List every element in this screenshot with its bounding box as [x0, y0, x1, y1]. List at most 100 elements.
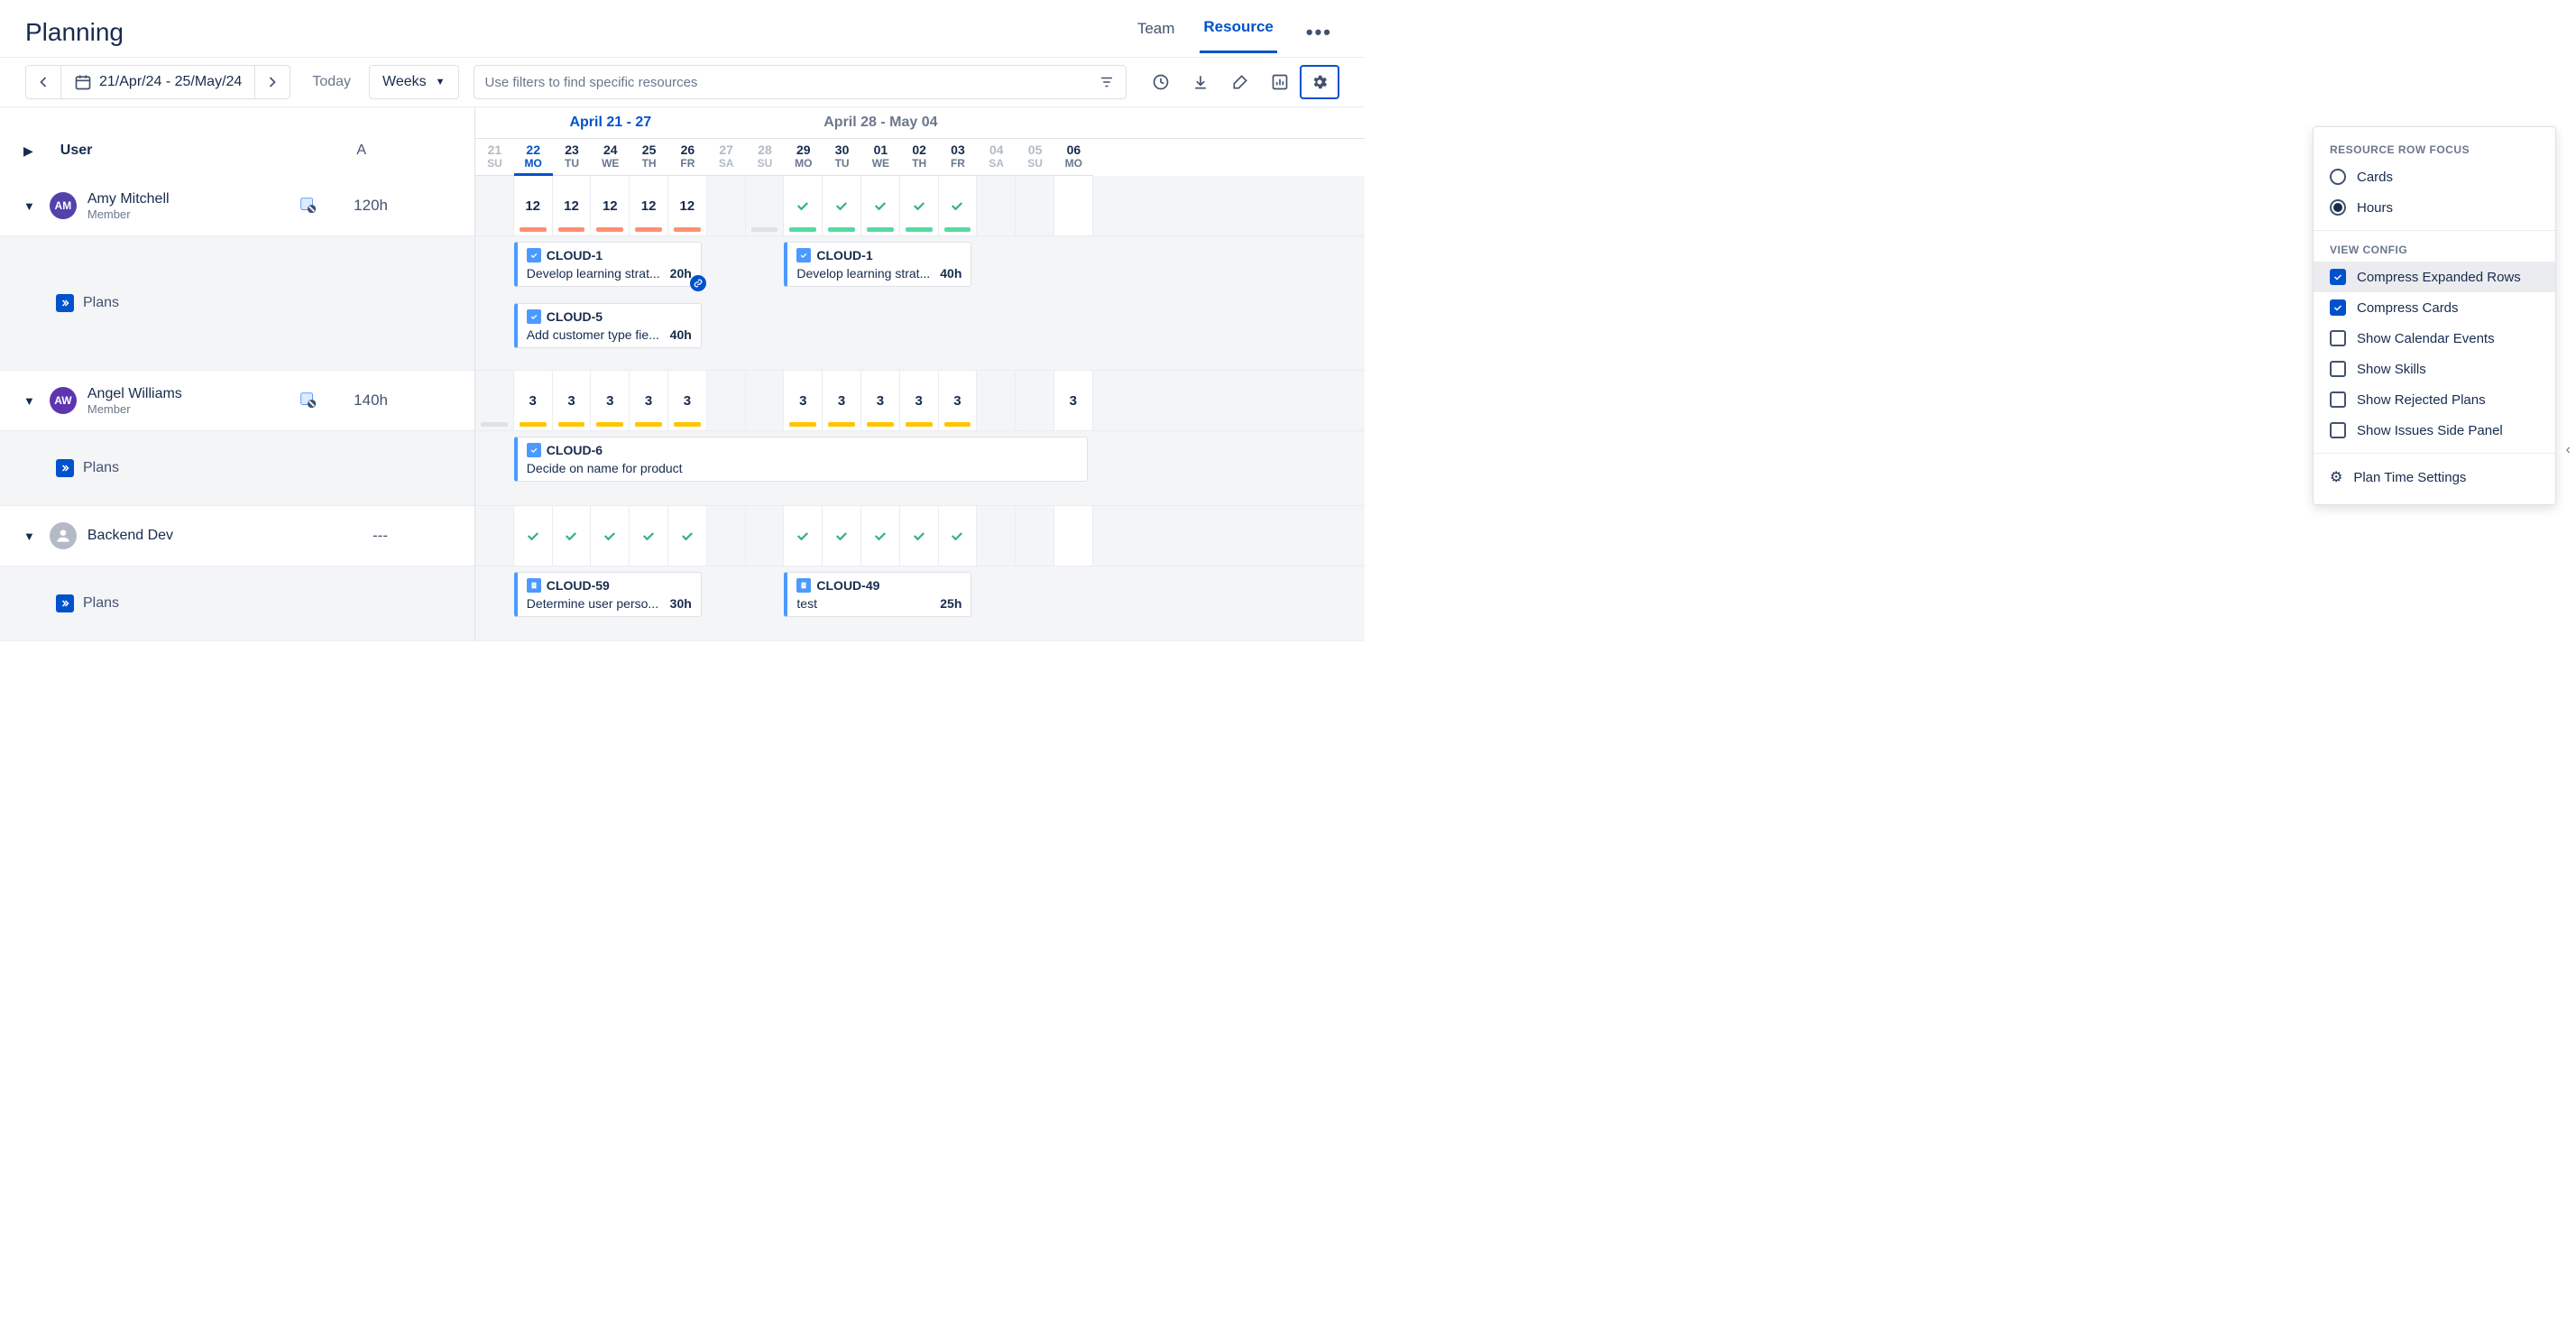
clock-icon: [1152, 73, 1170, 91]
view-mode-button[interactable]: Weeks ▼: [369, 65, 459, 99]
view-checkbox[interactable]: Show Skills: [2314, 354, 2555, 384]
settings-popover: RESOURCE ROW FOCUS CardsHours VIEW CONFI…: [2313, 126, 2556, 505]
capacity-cell[interactable]: [977, 176, 1016, 235]
plan-card[interactable]: CLOUD-1Develop learning strat...20h: [514, 242, 702, 287]
expand-caret-icon[interactable]: ▼: [23, 529, 35, 543]
chart-icon: [1271, 73, 1289, 91]
collapse-side-button[interactable]: ‹: [2566, 442, 2571, 458]
capacity-cell[interactable]: [861, 176, 900, 235]
capacity-cell[interactable]: 12: [514, 176, 553, 235]
focus-radio-cards[interactable]: Cards: [2314, 161, 2555, 192]
more-icon[interactable]: •••: [1299, 17, 1339, 48]
expand-caret-icon[interactable]: ▼: [23, 199, 35, 213]
capacity-cell[interactable]: [977, 371, 1016, 430]
capacity-cell[interactable]: [823, 176, 861, 235]
capacity-cell[interactable]: 3: [591, 371, 630, 430]
app-root: Planning Team Resource ••• 21/Apr/24 - 2…: [0, 0, 1365, 641]
capacity-cell[interactable]: [861, 506, 900, 566]
capacity-cell[interactable]: [746, 371, 785, 430]
capacity-cell[interactable]: 3: [1054, 371, 1093, 430]
plan-card[interactable]: CLOUD-59Determine user perso...30h: [514, 572, 702, 617]
toolbar: 21/Apr/24 - 25/May/24 Today Weeks ▼ Use …: [0, 58, 1365, 106]
date-range-button[interactable]: 21/Apr/24 - 25/May/24: [61, 65, 254, 99]
capacity-cell[interactable]: [1016, 371, 1054, 430]
plans-icon[interactable]: [56, 594, 74, 612]
capacity-cell[interactable]: [668, 506, 707, 566]
capacity-cell[interactable]: 3: [514, 371, 553, 430]
download-button[interactable]: [1181, 65, 1220, 99]
capacity-cell[interactable]: 3: [784, 371, 823, 430]
capacity-cell[interactable]: [475, 506, 514, 566]
permission-icon[interactable]: [298, 195, 317, 217]
plan-card[interactable]: CLOUD-49test25h: [784, 572, 971, 617]
plan-card[interactable]: CLOUD-1Develop learning strat...40h: [784, 242, 971, 287]
capacity-cell[interactable]: [514, 506, 553, 566]
capacity-cell[interactable]: [784, 176, 823, 235]
view-checkbox[interactable]: Show Calendar Events: [2314, 323, 2555, 354]
edit-button[interactable]: [1220, 65, 1260, 99]
chart-button[interactable]: [1260, 65, 1300, 99]
capacity-cell[interactable]: [939, 176, 978, 235]
user-name: Angel Williams: [87, 386, 182, 402]
plan-card[interactable]: CLOUD-5Add customer type fie...40h: [514, 303, 702, 348]
capacity-cell[interactable]: [475, 371, 514, 430]
clock-button[interactable]: [1141, 65, 1181, 99]
tab-team[interactable]: Team: [1134, 13, 1179, 52]
capacity-cell[interactable]: 12: [553, 176, 592, 235]
user-name: Amy Mitchell: [87, 191, 170, 207]
today-button[interactable]: Today: [305, 74, 358, 90]
capacity-cell[interactable]: [977, 506, 1016, 566]
prev-button[interactable]: [25, 65, 61, 99]
capacity-cell[interactable]: 12: [630, 176, 668, 235]
checkbox-icon: [2330, 391, 2346, 408]
capacity-cell[interactable]: [591, 506, 630, 566]
expand-all-icon[interactable]: ▶: [23, 143, 33, 159]
capacity-cell[interactable]: [707, 371, 746, 430]
day-column: 25TH: [630, 139, 668, 176]
capacity-cell[interactable]: [823, 506, 861, 566]
sort-indicator[interactable]: A: [356, 143, 366, 159]
capacity-cell[interactable]: [1016, 506, 1054, 566]
view-checkbox[interactable]: Show Issues Side Panel: [2314, 415, 2555, 446]
capacity-cell[interactable]: 12: [668, 176, 707, 235]
plans-icon[interactable]: [56, 459, 74, 477]
capacity-cell[interactable]: [1054, 176, 1093, 235]
capacity-cell[interactable]: 3: [939, 371, 978, 430]
capacity-cell[interactable]: [900, 176, 939, 235]
capacity-cell[interactable]: [784, 506, 823, 566]
capacity-cell[interactable]: 3: [823, 371, 861, 430]
capacity-cell[interactable]: 3: [900, 371, 939, 430]
capacity-cell[interactable]: 3: [630, 371, 668, 430]
day-column: 29MO: [784, 139, 823, 176]
view-checkbox[interactable]: Show Rejected Plans: [2314, 384, 2555, 415]
capacity-cell[interactable]: [939, 506, 978, 566]
capacity-cell[interactable]: [1054, 506, 1093, 566]
filter-input[interactable]: Use filters to find specific resources: [474, 65, 1127, 99]
capacity-cell[interactable]: [475, 176, 514, 235]
date-range-label: 21/Apr/24 - 25/May/24: [99, 74, 242, 90]
capacity-cell[interactable]: [746, 176, 785, 235]
capacity-cell[interactable]: [630, 506, 668, 566]
view-checkbox[interactable]: Compress Cards: [2314, 292, 2555, 323]
plan-card[interactable]: CLOUD-6Decide on name for product: [514, 437, 1088, 482]
plan-time-settings[interactable]: ⚙ Plan Time Settings: [2314, 461, 2555, 493]
focus-radio-hours[interactable]: Hours: [2314, 192, 2555, 223]
capacity-cell[interactable]: [746, 506, 785, 566]
capacity-cell[interactable]: [1016, 176, 1054, 235]
capacity-cell[interactable]: [900, 506, 939, 566]
capacity-cell[interactable]: 3: [861, 371, 900, 430]
settings-button[interactable]: [1300, 65, 1339, 99]
header-tabs: Team Resource •••: [1134, 11, 1339, 53]
capacity-cell[interactable]: [553, 506, 592, 566]
permission-icon[interactable]: [298, 390, 317, 412]
capacity-cell[interactable]: 3: [668, 371, 707, 430]
next-button[interactable]: [254, 65, 290, 99]
tab-resource[interactable]: Resource: [1200, 11, 1276, 53]
view-checkbox[interactable]: Compress Expanded Rows: [2314, 262, 2555, 292]
capacity-cell[interactable]: [707, 176, 746, 235]
capacity-cell[interactable]: [707, 506, 746, 566]
plans-icon[interactable]: [56, 294, 74, 312]
capacity-cell[interactable]: 3: [553, 371, 592, 430]
expand-caret-icon[interactable]: ▼: [23, 394, 35, 408]
capacity-cell[interactable]: 12: [591, 176, 630, 235]
